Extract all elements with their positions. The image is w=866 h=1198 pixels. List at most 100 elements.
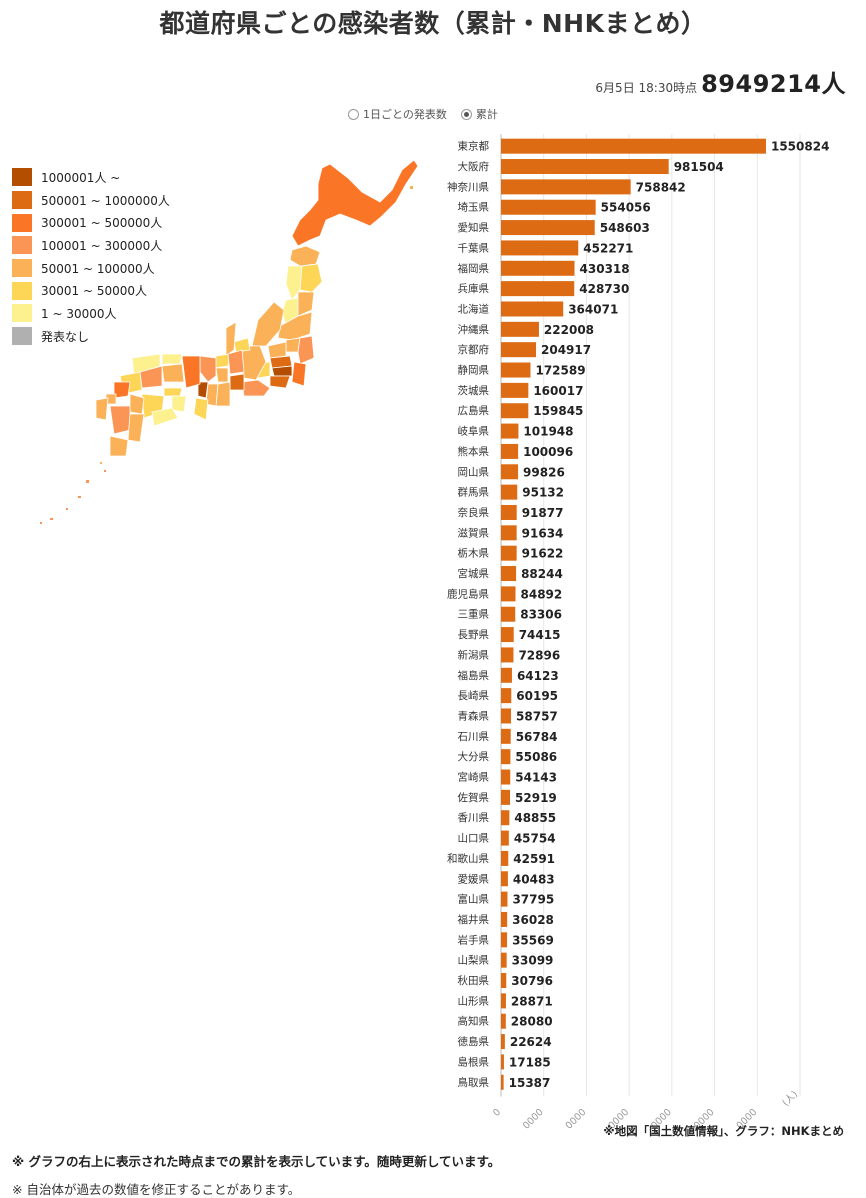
bar[interactable] bbox=[501, 728, 511, 744]
bar[interactable] bbox=[501, 850, 509, 866]
value-label: 83306 bbox=[520, 608, 562, 622]
bar[interactable] bbox=[501, 749, 511, 765]
map-akita[interactable] bbox=[285, 265, 303, 301]
map-tokyo[interactable] bbox=[271, 365, 293, 377]
value-label: 30796 bbox=[511, 974, 553, 988]
category-label: 鳥取県 bbox=[458, 1076, 490, 1089]
bar[interactable] bbox=[501, 1054, 504, 1070]
bar[interactable] bbox=[501, 464, 519, 480]
radio-button-icon[interactable] bbox=[348, 108, 359, 120]
bar[interactable] bbox=[501, 667, 512, 683]
bar[interactable] bbox=[501, 627, 514, 643]
bar[interactable] bbox=[501, 199, 596, 215]
bar[interactable] bbox=[501, 525, 517, 541]
map-osaka[interactable] bbox=[197, 381, 209, 399]
map-ishikawa[interactable] bbox=[225, 321, 237, 357]
bar[interactable] bbox=[501, 240, 579, 256]
map-ibaraki[interactable] bbox=[297, 335, 315, 365]
bar[interactable] bbox=[501, 545, 517, 561]
value-label: 159845 bbox=[533, 404, 583, 418]
value-label: 981504 bbox=[674, 160, 724, 174]
bar[interactable] bbox=[501, 321, 539, 337]
category-label: 鹿児島県 bbox=[447, 587, 489, 600]
bar[interactable] bbox=[501, 504, 517, 520]
bar[interactable] bbox=[501, 220, 595, 236]
bar[interactable] bbox=[501, 688, 512, 704]
bar[interactable] bbox=[501, 484, 518, 500]
bar[interactable] bbox=[501, 301, 564, 317]
total-count: 8949214人 bbox=[701, 70, 846, 98]
bar[interactable] bbox=[501, 1074, 504, 1090]
bar[interactable] bbox=[501, 708, 512, 724]
bar[interactable] bbox=[501, 260, 575, 276]
bar[interactable] bbox=[501, 382, 529, 398]
bar[interactable] bbox=[501, 586, 516, 602]
map-toyama[interactable] bbox=[233, 337, 251, 353]
map-fukushima[interactable] bbox=[277, 311, 313, 341]
map-tokushima[interactable] bbox=[171, 395, 187, 413]
bar[interactable] bbox=[501, 769, 511, 785]
map-iwate[interactable] bbox=[299, 263, 323, 293]
bar[interactable] bbox=[501, 789, 511, 805]
map-chiba[interactable] bbox=[291, 361, 307, 387]
bar[interactable] bbox=[501, 423, 519, 439]
bar[interactable] bbox=[501, 362, 531, 378]
value-label: 74415 bbox=[519, 628, 561, 642]
bar[interactable] bbox=[501, 973, 507, 989]
bar[interactable] bbox=[501, 932, 508, 948]
value-label: 22624 bbox=[510, 1035, 552, 1049]
category-label: 山梨県 bbox=[458, 954, 490, 967]
legend-label: 500001 ~ 1000000人 bbox=[41, 193, 170, 208]
bar[interactable] bbox=[501, 891, 508, 907]
bar[interactable] bbox=[501, 911, 508, 927]
map-hyogo[interactable] bbox=[181, 355, 201, 389]
value-label: 42591 bbox=[513, 852, 555, 866]
bar[interactable] bbox=[501, 647, 514, 663]
value-label: 64123 bbox=[517, 669, 559, 683]
map-fukuoka[interactable] bbox=[113, 381, 131, 399]
bar[interactable] bbox=[501, 993, 506, 1009]
value-label: 160017 bbox=[533, 384, 583, 398]
map-kanagawa[interactable] bbox=[269, 375, 291, 389]
map-nagasaki[interactable] bbox=[95, 397, 109, 421]
map-gifu[interactable] bbox=[227, 349, 245, 375]
bar[interactable] bbox=[501, 1013, 506, 1029]
map-kochi[interactable] bbox=[151, 407, 179, 427]
legend-swatch bbox=[12, 191, 32, 210]
bar[interactable] bbox=[501, 342, 537, 358]
x-tick-label: 0 bbox=[491, 1107, 503, 1119]
legend-label: 100001 ~ 300000人 bbox=[41, 238, 163, 253]
bar[interactable] bbox=[501, 566, 517, 582]
bar[interactable] bbox=[501, 952, 507, 968]
daily-radio[interactable]: 1日ごとの発表数 bbox=[348, 106, 447, 122]
map-miyagi[interactable] bbox=[297, 291, 315, 317]
map-okayama[interactable] bbox=[161, 363, 185, 383]
category-label: 兵庫県 bbox=[458, 282, 490, 295]
x-tick-label: 0000 bbox=[564, 1107, 589, 1132]
bar[interactable] bbox=[501, 810, 510, 826]
map-shizuoka[interactable] bbox=[241, 379, 271, 397]
value-label: 364071 bbox=[568, 302, 618, 316]
bar[interactable] bbox=[501, 403, 529, 419]
bar[interactable] bbox=[501, 1034, 505, 1050]
bar[interactable] bbox=[501, 281, 575, 297]
bar[interactable] bbox=[501, 159, 669, 175]
bar[interactable] bbox=[501, 606, 516, 622]
map-wakayama[interactable] bbox=[193, 397, 209, 421]
value-label: 48855 bbox=[514, 811, 556, 825]
category-label: 沖縄県 bbox=[458, 323, 490, 336]
bar[interactable] bbox=[501, 179, 631, 195]
map-kagoshima[interactable] bbox=[109, 435, 129, 457]
radio-button-selected-icon[interactable] bbox=[460, 108, 472, 120]
map-shimane[interactable] bbox=[131, 353, 161, 377]
map-hokkaido[interactable] bbox=[291, 159, 419, 247]
map-nara[interactable] bbox=[205, 383, 219, 407]
cumulative-radio[interactable]: 累計 bbox=[460, 106, 498, 122]
category-label: 群馬県 bbox=[458, 486, 490, 499]
bar[interactable] bbox=[501, 830, 509, 846]
bar[interactable] bbox=[501, 138, 766, 154]
map-miyazaki[interactable] bbox=[127, 413, 145, 443]
bar[interactable] bbox=[501, 443, 519, 459]
bar[interactable] bbox=[501, 871, 508, 887]
map-okinawa[interactable] bbox=[40, 470, 106, 524]
